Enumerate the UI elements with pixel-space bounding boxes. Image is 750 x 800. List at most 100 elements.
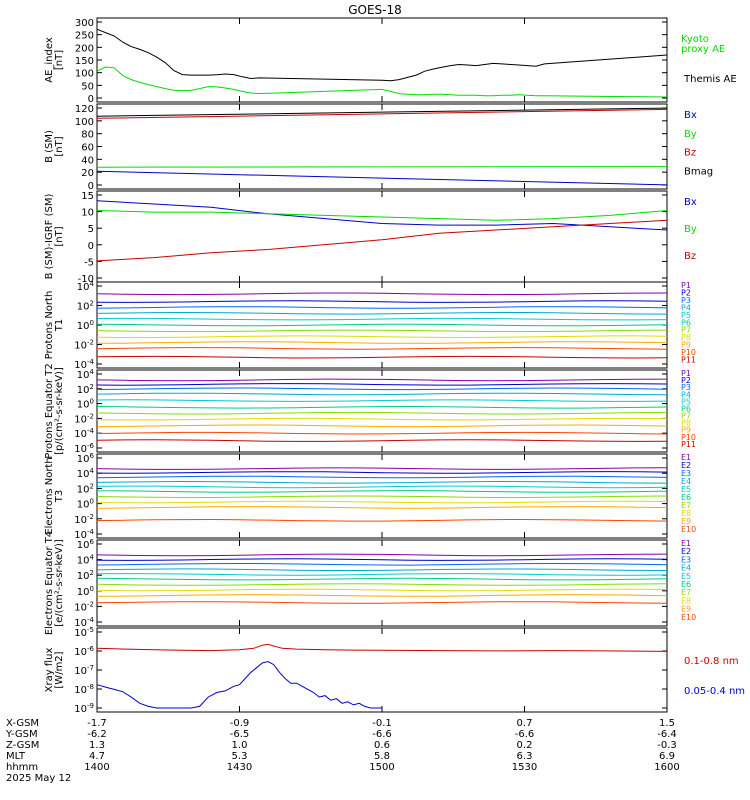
channel-line xyxy=(96,577,668,581)
legend-entry: proxy AE xyxy=(681,44,725,55)
y-tick-label: 10 xyxy=(81,208,94,219)
legend-entry: P5 xyxy=(681,397,691,406)
series-line xyxy=(96,660,382,709)
y-tick-label: 104 xyxy=(77,368,95,381)
legend-entry: E10 xyxy=(681,613,696,622)
y-tick-label: 10-2 xyxy=(74,339,94,352)
channel-line xyxy=(96,480,668,484)
footer-value: 1.3 xyxy=(89,740,105,751)
y-axis-label: T1 xyxy=(54,319,65,332)
y-axis-unit: [nT] xyxy=(54,226,65,246)
y-axis-label: T3 xyxy=(54,490,65,503)
footer-row-label: hhmm xyxy=(6,762,38,773)
legend-entry: P9 xyxy=(681,426,691,435)
y-tick-label: 50 xyxy=(81,81,94,92)
legend-entry: P7 xyxy=(681,326,691,335)
legend-entry: P10 xyxy=(681,348,696,357)
footer-value: 6.9 xyxy=(659,751,675,762)
channel-line xyxy=(96,594,668,597)
legend-entry: Bmag xyxy=(684,166,713,177)
y-tick-label: 0 xyxy=(88,94,94,105)
legend-entry: E7 xyxy=(681,588,691,597)
legend-entry: P6 xyxy=(681,318,691,327)
legend-entry: E1 xyxy=(681,453,691,462)
panel-frame xyxy=(96,627,668,713)
channel-line xyxy=(96,475,668,479)
footer-value: -0.9 xyxy=(230,718,250,729)
legend-entry: E9 xyxy=(681,605,691,614)
footer-value: 1.0 xyxy=(232,740,248,751)
footer-row-label: Y-GSM xyxy=(5,729,38,740)
y-tick-label: 102 xyxy=(77,569,94,582)
y-axis-label: B (SM)-IGRF (SM) xyxy=(44,194,55,280)
y-tick-label: 0 xyxy=(88,181,94,192)
footer-value: -6.4 xyxy=(657,729,677,740)
y-tick-label: 10-2 xyxy=(74,412,94,425)
y-tick-label: 10-8 xyxy=(74,683,94,696)
legend-entry: P3 xyxy=(681,383,691,392)
legend-entry: P8 xyxy=(681,333,691,342)
legend-entry: E6 xyxy=(681,493,691,502)
footer-row-label: MLT xyxy=(6,751,26,762)
footer-value: -0.1 xyxy=(372,718,392,729)
legend-entry: P11 xyxy=(681,356,696,365)
channel-line xyxy=(96,329,668,333)
legend-entry: E2 xyxy=(681,547,691,556)
y-tick-label: 10-6 xyxy=(74,442,94,455)
y-axis-label: AE_index xyxy=(44,37,55,83)
panel-frame xyxy=(96,539,668,627)
y-tick-label: 10-4 xyxy=(74,427,94,440)
legend-entry: P6 xyxy=(681,404,691,413)
y-tick-label: -10 xyxy=(78,274,94,285)
legend-entry: E3 xyxy=(681,469,691,478)
channel-line xyxy=(96,467,668,470)
channel-line xyxy=(96,399,668,402)
channel-line xyxy=(96,292,668,296)
y-tick-label: 104 xyxy=(77,467,95,480)
y-axis-label: Protons North xyxy=(44,291,55,360)
y-tick-label: 300 xyxy=(75,18,94,29)
y-tick-label: 80 xyxy=(81,130,94,141)
footer-row-label: X-GSM xyxy=(6,718,39,729)
legend-entry: 0.1-0.8 nm xyxy=(684,656,739,667)
legend-entry: Themis AE xyxy=(683,74,737,85)
y-axis-unit: [W/m2] xyxy=(54,651,65,688)
y-tick-label: 100 xyxy=(75,117,94,128)
y-axis-unit: [nT] xyxy=(54,136,65,156)
footer-value: 0.2 xyxy=(517,740,533,751)
footer-value: 1400 xyxy=(84,762,109,773)
series-line xyxy=(96,166,668,168)
legend-entry: Bz xyxy=(684,251,696,262)
y-tick-label: 15 xyxy=(81,191,94,202)
footer-value: -6.6 xyxy=(515,729,535,740)
channel-line xyxy=(96,568,668,571)
y-tick-label: 250 xyxy=(75,31,94,42)
legend-entry: P9 xyxy=(681,341,691,350)
channel-line xyxy=(96,553,668,557)
channel-line xyxy=(96,485,668,489)
channel-line xyxy=(96,323,668,327)
y-tick-label: 10-9 xyxy=(74,702,94,715)
legend-entry: By xyxy=(684,129,697,140)
legend-entry: P2 xyxy=(681,288,691,297)
y-axis-label: Xray flux xyxy=(44,648,55,693)
y-tick-label: 150 xyxy=(75,56,94,67)
series-line xyxy=(96,219,668,262)
channel-line xyxy=(96,411,668,415)
channel-line xyxy=(96,601,668,604)
legend-entry: E7 xyxy=(681,501,691,510)
y-tick-label: -5 xyxy=(84,257,94,268)
y-tick-label: 104 xyxy=(77,280,95,293)
channel-line xyxy=(96,424,668,428)
channel-line xyxy=(96,431,668,435)
channel-line xyxy=(96,573,668,576)
y-tick-label: 10-4 xyxy=(74,616,94,629)
legend-entry: E8 xyxy=(681,596,691,605)
channel-line xyxy=(96,317,668,321)
footer-value: 1430 xyxy=(227,762,252,773)
footer-value: 5.8 xyxy=(374,751,390,762)
y-tick-label: 10-5 xyxy=(74,626,94,639)
y-tick-label: 100 xyxy=(77,319,94,332)
footer-value: 6.3 xyxy=(517,751,533,762)
legend-entry: E6 xyxy=(681,580,691,589)
